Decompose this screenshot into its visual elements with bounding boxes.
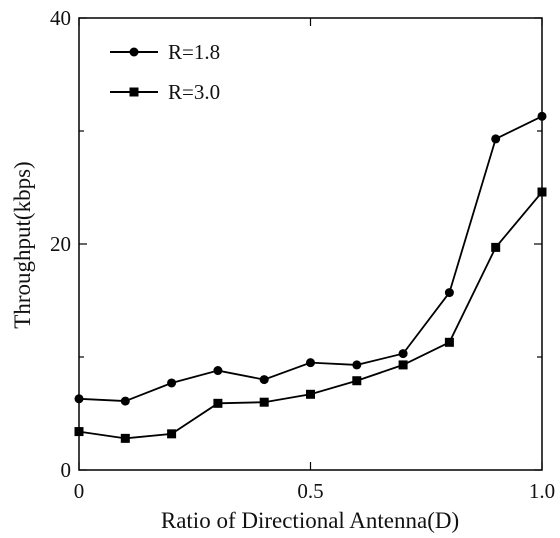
data-point-r18 [74,394,84,404]
data-point-r18 [444,288,454,298]
x-tick-label: 0 [74,479,85,503]
y-tick-label: 20 [50,232,71,256]
y-tick-label: 0 [61,458,72,482]
data-point-r30 [306,389,315,399]
data-point-r18 [259,375,269,385]
data-point-r30 [537,187,547,197]
series-layer [74,111,547,443]
data-point-r30 [259,397,269,407]
x-tick-label: 0.5 [297,479,323,503]
data-point-r18 [537,111,547,121]
data-point-r18 [491,134,501,144]
series-r18 [74,111,547,406]
data-point-r30 [167,429,177,439]
legend-marker-r30 [129,87,139,97]
legend-item-r30: R=3.0 [110,80,220,104]
data-point-r30 [491,242,501,252]
series-line-r30 [78,191,543,440]
plot-border [78,17,543,471]
x-tick-label: 1.0 [529,479,555,503]
y-tick-label: 40 [50,6,71,30]
data-point-r30 [352,376,362,386]
legend-label-r30: R=3.0 [168,80,220,104]
data-point-r30 [120,433,130,443]
legend-item-r18: R=1.8 [110,40,220,64]
axis-ticks: 0 0.5 1.0 0 20 40 [50,6,555,503]
legend: R=1.8 R=3.0 [110,40,220,104]
data-point-r18 [306,358,315,368]
data-point-r18 [120,396,130,406]
data-point-r18 [213,366,223,376]
x-axis-label: Ratio of Directional Antenna(D) [161,508,459,533]
data-point-r30 [74,427,84,437]
series-r30 [74,187,547,443]
y-axis-label: Throughput(kbps) [10,161,35,328]
legend-marker-r18 [129,47,139,57]
data-point-r30 [398,360,408,370]
data-point-r18 [352,360,362,370]
data-point-r18 [167,378,177,388]
data-point-r30 [213,398,223,408]
legend-label-r18: R=1.8 [168,40,220,64]
plot-frame [78,17,543,471]
data-point-r18 [398,349,408,359]
data-point-r30 [444,337,454,347]
